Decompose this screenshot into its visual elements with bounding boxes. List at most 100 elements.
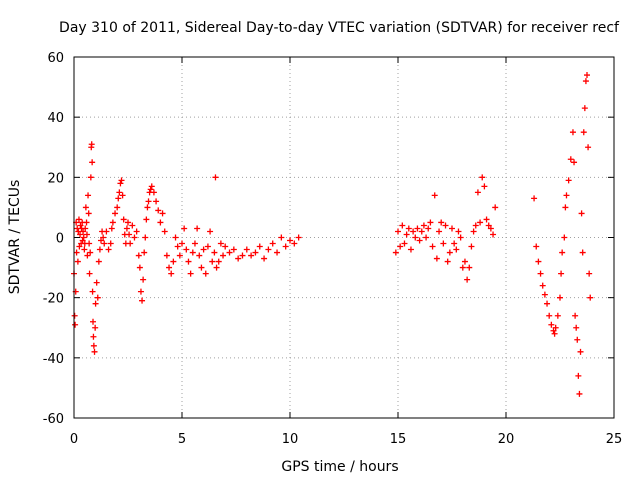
- x-tick-label: 5: [178, 432, 186, 447]
- data-point: [220, 252, 227, 259]
- data-point: [108, 225, 115, 232]
- data-point: [198, 264, 205, 271]
- data-point: [174, 243, 181, 250]
- data-point: [230, 246, 237, 253]
- data-point: [446, 249, 453, 256]
- data-point: [455, 228, 462, 235]
- y-tick-label: -20: [43, 292, 64, 307]
- data-point: [584, 72, 590, 79]
- data-point: [571, 159, 578, 166]
- data-point: [139, 297, 146, 304]
- data-point: [79, 237, 86, 244]
- data-point: [412, 234, 419, 241]
- data-point: [207, 228, 214, 235]
- data-point: [191, 240, 198, 247]
- data-point: [483, 216, 490, 223]
- data-point: [587, 294, 594, 301]
- data-point: [179, 240, 185, 247]
- data-point: [93, 279, 100, 286]
- data-point: [442, 222, 449, 229]
- data-point: [183, 246, 190, 253]
- data-point: [145, 198, 152, 205]
- data-point: [438, 219, 445, 226]
- x-tick-label: 15: [390, 432, 407, 447]
- data-point: [222, 243, 229, 250]
- data-point: [85, 210, 92, 217]
- data-point: [287, 237, 293, 244]
- data-point: [116, 189, 123, 196]
- data-point: [90, 318, 97, 325]
- data-point: [94, 294, 101, 301]
- y-tick-label: 0: [56, 232, 64, 247]
- data-point: [74, 258, 81, 265]
- x-tick-label: 20: [498, 432, 515, 447]
- data-point: [291, 240, 298, 247]
- data-point: [474, 189, 481, 196]
- data-point: [418, 228, 425, 235]
- data-point: [187, 270, 194, 277]
- data-point: [196, 252, 203, 259]
- data-point: [551, 330, 558, 337]
- data-point: [278, 234, 285, 241]
- data-point: [103, 228, 110, 235]
- data-point: [544, 300, 551, 307]
- data-point: [243, 246, 250, 253]
- data-point: [559, 249, 566, 256]
- data-point: [163, 252, 170, 259]
- data-point: [579, 249, 586, 256]
- data-point: [92, 300, 99, 307]
- data-point: [399, 222, 406, 229]
- data-point: [449, 225, 455, 232]
- data-point: [472, 222, 479, 229]
- data-point: [464, 276, 471, 283]
- data-point: [575, 372, 582, 379]
- data-point: [194, 225, 201, 232]
- data-point: [572, 312, 579, 319]
- data-point: [466, 264, 473, 271]
- data-point: [581, 105, 588, 112]
- data-point: [90, 333, 97, 340]
- y-axis-label: SDTVAR / TECUs: [7, 180, 23, 295]
- data-point: [85, 192, 92, 199]
- data-point: [485, 222, 492, 229]
- data-point: [582, 78, 589, 85]
- data-point: [82, 204, 89, 211]
- data-point: [176, 252, 183, 259]
- axis-ticks: [73, 56, 615, 419]
- data-point: [153, 198, 160, 205]
- data-point: [215, 258, 222, 265]
- data-point: [444, 258, 451, 265]
- data-point: [470, 228, 477, 235]
- data-point: [440, 240, 447, 247]
- x-axis-label: GPS time / hours: [281, 459, 398, 475]
- data-point: [200, 246, 207, 253]
- data-point: [172, 234, 179, 241]
- x-tick-label: 0: [70, 432, 78, 447]
- data-point: [453, 246, 460, 253]
- data-point: [274, 249, 281, 256]
- data-point: [405, 225, 412, 232]
- data-point: [565, 177, 572, 184]
- data-point: [95, 258, 102, 265]
- data-point: [457, 234, 464, 241]
- data-point: [189, 249, 196, 256]
- data-point: [76, 243, 83, 250]
- data-point: [83, 231, 90, 238]
- data-point: [75, 216, 82, 223]
- data-point: [71, 312, 78, 319]
- data-point: [561, 234, 568, 241]
- data-point: [562, 204, 569, 211]
- data-point: [86, 240, 93, 247]
- data-point: [397, 243, 404, 250]
- data-point: [577, 348, 584, 355]
- grid-lines: [74, 57, 614, 418]
- data-point: [585, 144, 592, 151]
- data-point: [126, 231, 133, 238]
- data-point: [82, 225, 89, 232]
- data-point: [429, 243, 436, 250]
- data-point: [80, 234, 87, 241]
- data-point: [481, 183, 488, 190]
- data-point: [265, 246, 272, 253]
- data-point: [144, 204, 151, 211]
- data-point: [155, 207, 162, 214]
